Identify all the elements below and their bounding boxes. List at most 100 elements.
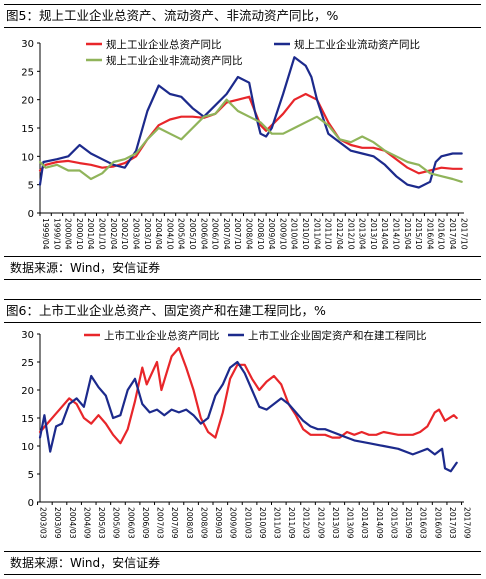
x-tick-label: 2005/09 [112, 507, 121, 539]
x-tick-label: 2009/09 [229, 507, 238, 539]
x-tick-label: 2009/04 [267, 218, 276, 250]
x-tick-label: 2011/09 [287, 507, 296, 539]
x-tick-label: 2016/10 [437, 218, 446, 250]
x-tick-label: 2013/04 [358, 218, 367, 250]
x-tick-label: 2008/10 [256, 218, 265, 250]
x-tick-label: 2010/10 [301, 218, 310, 250]
x-tick-label: 2007/10 [233, 218, 242, 250]
source-note-2: 数据来源：Wind，安信证券 [4, 551, 481, 575]
y-tick-label: 20 [21, 386, 34, 397]
chart-title-2: 图6：上市工业企业总资产、固定资产和在建工程同比，% [4, 299, 481, 323]
x-tick-label: 2012/04 [335, 218, 344, 250]
x-tick-label: 2006/03 [126, 507, 135, 539]
x-tick-label: 2006/04 [199, 218, 208, 250]
x-tick-label: 2000/10 [75, 218, 84, 250]
x-tick-label: 2014/10 [392, 218, 401, 250]
x-tick-label: 2014/09 [375, 507, 384, 539]
panel-spacer [0, 281, 486, 298]
y-tick-label: 15 [21, 124, 34, 135]
series-line-1 [38, 346, 458, 445]
x-tick-label: 2016/09 [433, 507, 442, 539]
y-tick-label: 20 [21, 96, 34, 107]
legend-label: 上市工业企业总资产同比 [104, 329, 220, 342]
x-tick-label: 2016/04 [425, 218, 434, 250]
x-tick-label: 2001/10 [98, 218, 107, 250]
chart-title-2-text: 图6：上市工业企业总资产、固定资产和在建工程同比，% [6, 303, 326, 318]
x-tick-label: 2006/10 [211, 218, 220, 250]
x-tick-label: 2006/09 [141, 507, 150, 539]
y-tick-label: 0 [28, 209, 34, 220]
x-tick-label: 2007/04 [222, 218, 231, 250]
x-tick-label: 1999/04 [41, 218, 50, 250]
x-tick-label: 2004/09 [82, 507, 91, 539]
chart-title-1-text: 图5：规上工业企业总资产、流动资产、非流动资产同比，% [6, 8, 339, 23]
x-tick-label: 2003/04 [131, 218, 140, 250]
x-tick-label: 2004/04 [154, 218, 163, 250]
x-tick-label: 2007/09 [170, 507, 179, 539]
y-tick-label: 25 [21, 67, 34, 78]
x-tick-label: 2014/03 [360, 507, 369, 539]
series-line-2 [38, 56, 463, 189]
y-tick-label: 10 [21, 442, 34, 453]
x-tick-label: 2013/03 [331, 507, 340, 539]
x-tick-label: 2008/03 [185, 507, 194, 539]
x-tick-label: 2005/03 [97, 507, 106, 539]
x-tick-label: 2012/10 [346, 218, 355, 250]
y-tick-label: 0 [28, 498, 34, 509]
x-tick-label: 2010/09 [258, 507, 267, 539]
x-tick-label: 2015/03 [389, 507, 398, 539]
x-tick-label: 2010/03 [243, 507, 252, 539]
series-line-1 [38, 92, 463, 175]
x-tick-label: 1999/10 [52, 218, 61, 250]
x-tick-label: 2017/10 [459, 218, 468, 250]
chart-panel-2: 图6：上市工业企业总资产、固定资产和在建工程同比，% 0 5 10 15 20 25 30 2… [4, 299, 481, 575]
x-tick-label: 2008/04 [245, 218, 254, 250]
legend-label: 上市工业企业固定资产和在建工程同比 [248, 329, 427, 342]
y-tick-label: 25 [21, 358, 34, 369]
x-tick-label: 2005/10 [188, 218, 197, 250]
x-tick-label: 2010/04 [290, 218, 299, 250]
x-tick-label: 2011/04 [312, 218, 321, 250]
source-note-2-text: 数据来源：Wind，安信证券 [10, 556, 161, 570]
y-tick-label: 30 [21, 330, 34, 341]
x-tick-label: 2017/03 [448, 507, 457, 539]
x-tick-label: 2012/03 [302, 507, 311, 539]
series-line-2 [38, 360, 458, 473]
x-tick-label: 2015/04 [403, 218, 412, 250]
x-tick-label: 2016/03 [419, 507, 428, 539]
legend-label: 规上工业企业流动资产同比 [294, 38, 420, 51]
source-note-1: 数据来源：Wind，安信证券 [4, 256, 481, 280]
chart-title-1: 图5：规上工业企业总资产、流动资产、非流动资产同比，% [4, 4, 481, 28]
x-tick-label: 2001/04 [86, 218, 95, 250]
x-tick-label: 2015/09 [404, 507, 413, 539]
x-tick-label: 2011/10 [324, 218, 333, 250]
source-note-1-text: 数据来源：Wind，安信证券 [10, 261, 161, 275]
y-tick-label: 30 [21, 39, 34, 50]
y-tick-label: 5 [28, 470, 34, 481]
x-tick-label: 2009/03 [214, 507, 223, 539]
x-tick-label: 2013/10 [369, 218, 378, 250]
x-tick-label: 2008/09 [199, 507, 208, 539]
x-tick-label: 2009/10 [278, 218, 287, 250]
x-tick-label: 2011/03 [272, 507, 281, 539]
y-tick-label: 5 [28, 181, 34, 192]
x-tick-label: 2013/09 [346, 507, 355, 539]
y-tick-label: 10 [21, 152, 34, 163]
x-tick-label: 2017/09 [463, 507, 472, 539]
chart-panel-1: 图5：规上工业企业总资产、流动资产、非流动资产同比，% 0 5 10 15 20 25 30… [4, 4, 481, 280]
x-tick-label: 2002/04 [109, 218, 118, 250]
legend-label: 规上工业企业非流动资产同比 [106, 54, 243, 67]
x-tick-label: 2012/09 [316, 507, 325, 539]
y-tick-label: 15 [21, 414, 34, 425]
x-tick-label: 2004/03 [68, 507, 77, 539]
legend-label: 规上工业企业总资产同比 [106, 38, 222, 51]
x-tick-label: 2002/10 [120, 218, 129, 250]
x-tick-label: 2015/10 [414, 218, 423, 250]
x-tick-label: 2000/04 [64, 218, 73, 250]
line-chart-2: 0 5 10 15 20 25 30 2003/03 2003/09 2004/03 2004/09… [21, 329, 472, 539]
series-line-3 [38, 98, 463, 183]
x-tick-label: 2003/09 [53, 507, 62, 539]
line-chart-1: 0 5 10 15 20 25 30 1999/04 1999/10 2000/04 2000/10… [21, 38, 468, 250]
x-tick-label: 2004/10 [165, 218, 174, 250]
x-tick-label: 2017/04 [448, 218, 457, 250]
